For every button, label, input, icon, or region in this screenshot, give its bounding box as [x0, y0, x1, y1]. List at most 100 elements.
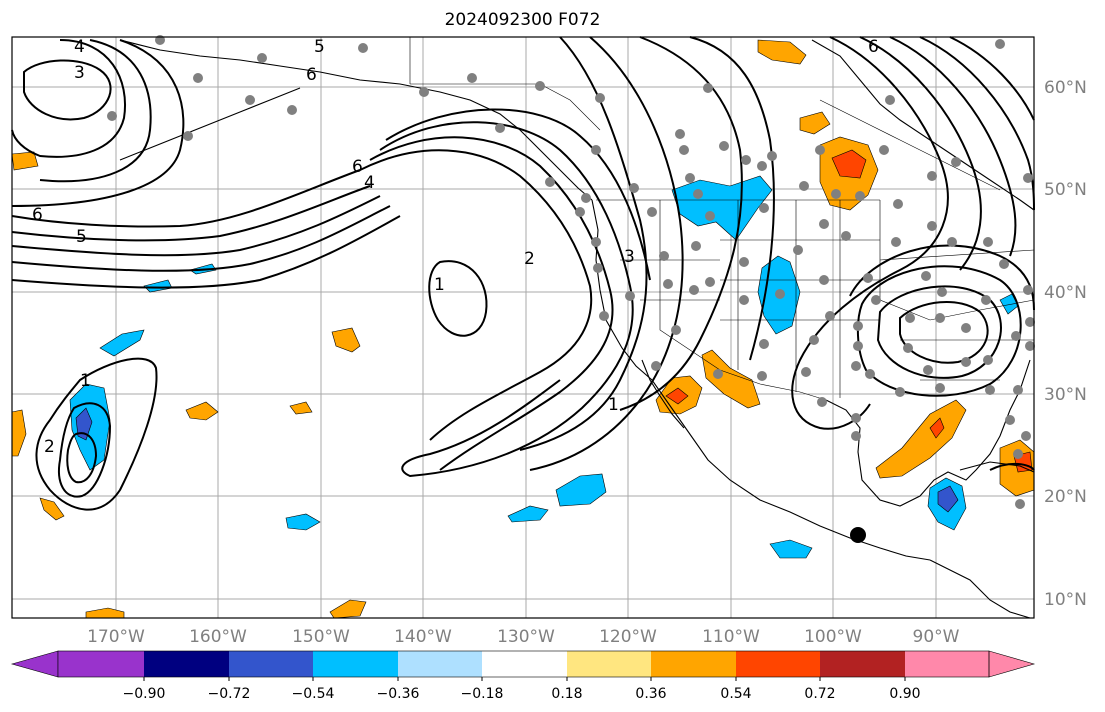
coast-west-us — [591, 199, 931, 561]
contour-east-low-2 — [876, 285, 1002, 379]
colorbar-tick: −0.36 — [377, 686, 420, 702]
lon-label: 100°W — [804, 627, 862, 647]
colorbar-swatch — [567, 651, 651, 677]
contour-label: 3 — [74, 63, 85, 83]
shade-orange-small-canada — [799, 111, 831, 135]
shade-blue-pacific-1 — [555, 473, 607, 507]
shade-blue-pacific-4 — [285, 513, 321, 531]
lat-label: 10°N — [1044, 590, 1087, 610]
longitude-axis: 170°W 160°W 150°W 140°W 130°W 120°W 110°… — [87, 627, 960, 647]
shade-orange-mid-3 — [289, 401, 313, 415]
contour-nw-4 — [11, 39, 126, 158]
contour-east-trough-2 — [859, 36, 982, 271]
station-dots — [107, 35, 1035, 509]
shade-orange-mid-2 — [185, 401, 219, 421]
contour-label: 6 — [306, 65, 317, 85]
colorbar-tick: −0.54 — [292, 686, 335, 702]
contour-west-pacific-2 — [58, 402, 112, 498]
contour-jet-2 — [369, 136, 614, 471]
contour-label: 4 — [74, 37, 85, 57]
coast-gulf-mexico — [825, 359, 1031, 507]
contour-label: 1 — [434, 275, 445, 295]
contour-label: 1 — [608, 395, 619, 415]
contours — [11, 36, 1035, 511]
contour-jet-1 — [359, 149, 593, 441]
contour-label: 6 — [32, 205, 43, 225]
coast-alaska — [119, 39, 593, 201]
coastlines — [119, 39, 1035, 619]
contour-label: 2 — [44, 437, 55, 457]
shade-orange-southwest — [701, 349, 761, 409]
contour-label: 3 — [624, 247, 635, 267]
lat-label: 40°N — [1044, 283, 1087, 303]
contour-nw-5 — [39, 39, 152, 183]
shade-orange-alaska — [757, 39, 807, 65]
lon-label: 110°W — [702, 627, 760, 647]
colorbar-swatch — [736, 651, 820, 677]
contour-label: 5 — [314, 37, 325, 57]
shade-blue-pacific-2 — [507, 505, 549, 523]
contour-label: 5 — [76, 227, 87, 247]
colorbar-tick: 0.54 — [720, 686, 751, 702]
colorbar-extend-left — [10, 650, 59, 678]
contour-4-west — [11, 195, 381, 257]
colorbar-tick: 0.90 — [889, 686, 920, 702]
lon-label: 90°W — [913, 627, 960, 647]
shade-orange-nw-edge — [11, 151, 39, 171]
lon-label: 140°W — [394, 627, 452, 647]
contour-2-west — [11, 215, 401, 289]
shade-blue-pacific-3 — [769, 539, 813, 559]
shade-orange-west-2 — [39, 497, 65, 521]
contour-label: 6 — [868, 37, 879, 57]
latitude-axis: 60°N 50°N 40°N 30°N 20°N 10°N — [1044, 78, 1087, 610]
shade-orange-gulf — [875, 399, 967, 479]
colorbar-extend-right — [988, 650, 1036, 678]
colorbar-swatch — [482, 651, 567, 677]
shade-blue-west-small — [99, 329, 145, 357]
lon-label: 160°W — [189, 627, 247, 647]
contour-mid-west-2 — [519, 36, 648, 451]
contour-low-1 — [428, 260, 488, 337]
shade-red-gulf — [929, 417, 945, 439]
shade-orange-mid-1 — [331, 327, 361, 353]
colorbar-tick: −0.72 — [208, 686, 251, 702]
colorbar-swatch — [905, 651, 989, 677]
colorbar-swatch — [398, 651, 482, 677]
colorbar-swatch — [651, 651, 736, 677]
contour-label: 1 — [80, 371, 91, 391]
coast-hudson — [811, 39, 1035, 211]
colorbar: −0.90 −0.72 −0.54 −0.36 −0.18 0.18 0.36 … — [10, 650, 1036, 702]
lon-label: 130°W — [497, 627, 555, 647]
contour-6-west — [11, 169, 361, 228]
lon-label: 170°W — [87, 627, 145, 647]
contour-nw-6 — [11, 39, 185, 207]
shade-orange-south-1 — [329, 599, 367, 619]
colorbar-swatch — [144, 651, 229, 677]
contour-east-low-1 — [899, 301, 989, 364]
contour-east-trough-1 — [791, 36, 949, 430]
contour-label: 6 — [352, 157, 363, 177]
contour-jet-4 — [385, 108, 651, 281]
contour-west-pacific-3 — [66, 432, 98, 484]
contour-rockies-2 — [689, 36, 775, 361]
contour-label: 4 — [364, 173, 375, 193]
colorbar-swatch — [313, 651, 398, 677]
contour-5-west — [11, 185, 371, 242]
colorbar-swatch — [58, 651, 144, 677]
contour-east-trough-3 — [889, 36, 1017, 257]
coast-baja — [641, 359, 685, 429]
lon-label: 150°W — [292, 627, 350, 647]
colorbar-tick: 0.72 — [804, 686, 835, 702]
map-frame — [11, 36, 1035, 619]
contour-west-pacific-1 — [35, 357, 158, 511]
map-title: 2024092300 F072 — [444, 10, 601, 30]
lat-label: 60°N — [1044, 78, 1087, 98]
shade-darkblue-yucatan — [937, 485, 959, 513]
lat-label: 20°N — [1044, 487, 1087, 507]
political-boundaries — [409, 37, 1035, 401]
lon-label: 120°W — [599, 627, 657, 647]
contour-jet-3 — [379, 121, 634, 478]
contour-mid-west-3 — [529, 36, 684, 471]
contour-3-west — [11, 205, 391, 272]
